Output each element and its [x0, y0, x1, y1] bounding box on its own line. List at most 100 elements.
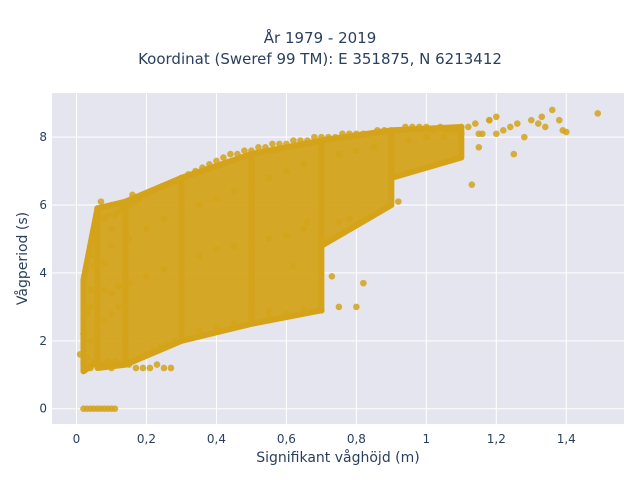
data-point [185, 171, 192, 178]
data-point [213, 194, 220, 202]
data-point [87, 337, 94, 345]
data-point [265, 313, 273, 321]
data-point [136, 354, 143, 362]
data-point [192, 167, 199, 175]
data-point [220, 154, 227, 161]
data-point [195, 201, 203, 209]
data-point [265, 235, 273, 243]
data-point [160, 266, 168, 273]
data-point [108, 364, 115, 372]
data-point [125, 235, 133, 243]
data-point [167, 364, 175, 372]
data-point [388, 127, 395, 134]
x-tick-label: 0,4 [207, 432, 226, 446]
data-point [409, 123, 416, 131]
x-tick-label: 0,2 [137, 432, 156, 446]
chart-title: År 1979 - 2019 [263, 29, 377, 47]
y-tick-label: 6 [39, 198, 47, 212]
data-point [513, 120, 521, 127]
data-point [353, 303, 360, 311]
data-point [500, 127, 507, 134]
data-point [493, 113, 500, 121]
data-point [283, 232, 290, 239]
data-point [230, 188, 238, 195]
data-point [325, 133, 332, 141]
data-point [594, 110, 602, 117]
data-point [230, 320, 238, 328]
data-point [290, 262, 297, 270]
data-point [538, 113, 546, 121]
data-point [367, 130, 374, 138]
data-point [87, 364, 94, 372]
data-point [318, 133, 325, 141]
data-point [423, 123, 430, 131]
data-point [143, 273, 150, 280]
data-point [374, 127, 381, 134]
data-point [101, 317, 108, 324]
data-point [83, 310, 91, 317]
x-tick-label: 1,4 [557, 432, 576, 446]
data-point [108, 242, 115, 250]
data-point [97, 198, 105, 205]
data-point [143, 351, 150, 358]
data-point [300, 225, 308, 233]
data-point [94, 222, 101, 229]
data-point [255, 144, 262, 151]
data-point [283, 140, 290, 148]
data-point [304, 218, 311, 226]
chart-subtitle: Koordinat (Sweref 99 TM): E 351875, N 62… [138, 50, 502, 68]
data-point [90, 262, 98, 270]
data-point [527, 116, 535, 124]
x-axis-ticks: 0 0,2 0,4 0,6 0,8 1 1,2 1,4 [73, 432, 576, 446]
x-tick-label: 0,8 [347, 432, 366, 446]
data-point [541, 123, 549, 131]
data-point [283, 167, 290, 175]
data-point [265, 174, 273, 182]
x-tick-label: 1 [423, 432, 431, 446]
data-point [304, 137, 311, 144]
data-point [339, 130, 346, 138]
data-point [506, 123, 514, 131]
data-point [87, 303, 94, 311]
data-point [150, 188, 157, 195]
data-point [206, 160, 213, 168]
y-tick-label: 2 [39, 334, 47, 348]
data-point [108, 289, 115, 297]
data-point [493, 130, 500, 138]
data-point [164, 340, 171, 348]
data-point [227, 150, 234, 158]
data-point [262, 144, 269, 151]
data-point [328, 273, 336, 280]
data-point [451, 127, 458, 134]
data-point [157, 344, 164, 351]
y-axis-label: Vågperiod (s) [14, 212, 31, 305]
data-point [423, 133, 430, 141]
data-point [153, 361, 161, 368]
data-point [90, 252, 98, 260]
data-point [108, 310, 115, 317]
data-point [234, 150, 241, 158]
data-point [150, 347, 157, 355]
data-point [199, 164, 206, 171]
data-point [104, 357, 112, 365]
data-point [475, 144, 483, 151]
data-point [111, 405, 119, 413]
data-point [90, 235, 98, 243]
data-point [269, 140, 276, 148]
data-point [475, 130, 483, 138]
data-point [115, 283, 122, 290]
data-point [370, 144, 378, 151]
x-tick-label: 1,2 [487, 432, 506, 446]
data-point [178, 174, 185, 182]
data-point [132, 364, 140, 372]
data-point [90, 357, 98, 365]
data-point [430, 127, 437, 134]
data-point [213, 323, 220, 331]
data-point [248, 181, 255, 188]
y-tick-label: 8 [39, 130, 47, 144]
data-point [346, 215, 353, 222]
data-point [125, 279, 133, 287]
density-bands [80, 123, 465, 375]
data-point [80, 330, 87, 338]
